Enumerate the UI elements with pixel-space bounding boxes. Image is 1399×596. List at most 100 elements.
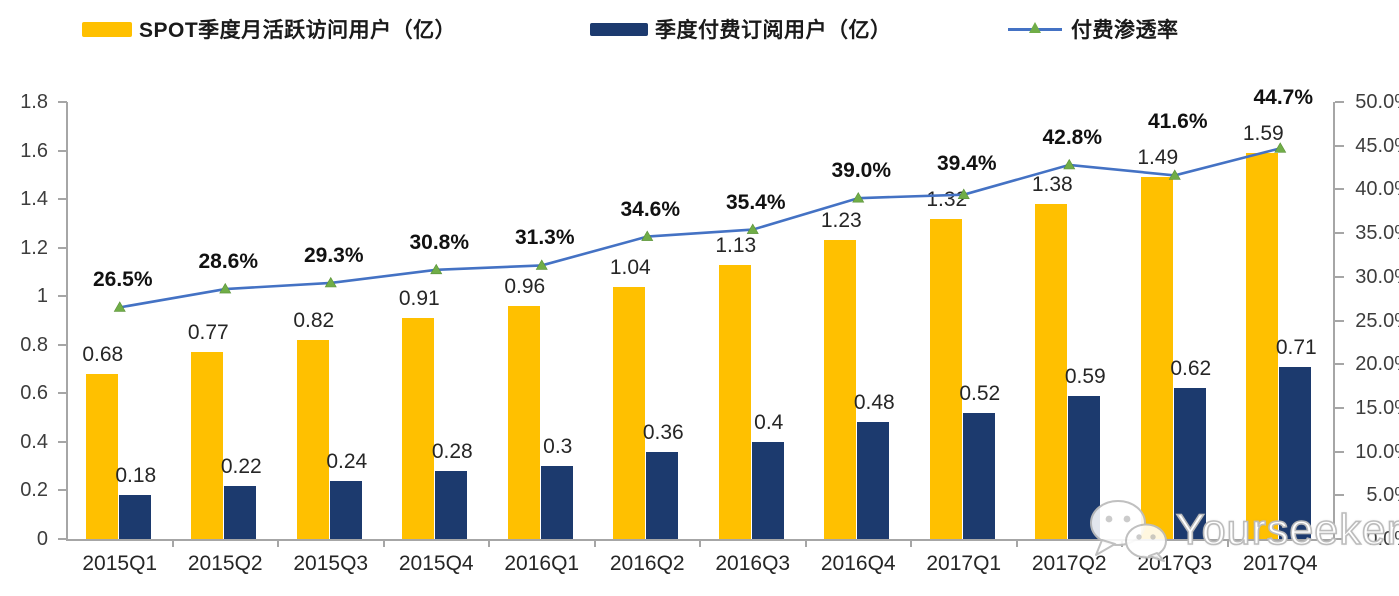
- legend-label-paid: 季度付费订阅用户（亿）: [655, 19, 892, 42]
- mau-value-label: 0.96: [504, 274, 546, 298]
- bar-mau: [507, 305, 540, 539]
- triangle-marker-icon: [430, 263, 443, 275]
- y-axis-left-tick-label: 1: [36, 285, 48, 308]
- paid-value-label: 0.28: [431, 440, 473, 464]
- legend-label-mau: SPOT季度月活跃访问用户（亿）: [139, 19, 457, 42]
- bar-paid: [329, 480, 362, 539]
- bar-mau: [191, 352, 224, 539]
- mau-value-label: 1.13: [715, 233, 757, 257]
- mau-value-label: 1.49: [1137, 146, 1179, 170]
- paid-value-label: 0.48: [853, 391, 895, 415]
- bar-mau: [296, 339, 329, 539]
- paid-value-label: 0.24: [326, 449, 368, 473]
- triangle-marker-icon: [641, 230, 654, 241]
- y-axis-right-tick: [1335, 363, 1344, 366]
- bar-paid: [224, 485, 257, 539]
- paid-value-label: 0.52: [959, 381, 1001, 405]
- bar-mau: [1246, 152, 1279, 539]
- x-tick-label: 2016Q4: [820, 552, 896, 575]
- x-axis-tick: [910, 539, 912, 547]
- mau-value-label: 0.77: [187, 321, 229, 345]
- penetration-label: 42.8%: [1042, 125, 1103, 149]
- x-axis-tick: [171, 539, 174, 547]
- y-axis-right-tick: [1335, 144, 1344, 147]
- y-axis-right-tick-label: 0.0%: [1366, 528, 1399, 550]
- y-axis-right-tick-label: 20.0%: [1355, 353, 1399, 376]
- bar-paid: [118, 495, 151, 539]
- x-axis-tick: [593, 539, 596, 547]
- penetration-label: 34.6%: [620, 197, 681, 221]
- bar-paid: [646, 451, 679, 539]
- legend-item-penetration: 付费渗透率: [1008, 14, 1179, 44]
- penetration-label: 26.5%: [92, 268, 153, 292]
- y-axis-right-tick-label: 45.0%: [1355, 134, 1399, 157]
- y-axis-left-tick-label: 1.2: [20, 236, 48, 259]
- triangle-marker-icon: [324, 276, 337, 288]
- bar-mau: [929, 218, 962, 539]
- x-axis-tick: [382, 539, 385, 547]
- y-axis-right-tick: [1335, 450, 1344, 453]
- triangle-marker-icon: [113, 301, 126, 312]
- x-axis-tick: [488, 539, 490, 547]
- y-axis-right-tick: [1335, 188, 1344, 191]
- y-axis-left-tick: [58, 538, 67, 540]
- mau-value-label: 0.91: [398, 287, 440, 311]
- y-axis-left-tick-label: 0.6: [20, 382, 48, 405]
- y-axis-left-tick: [58, 101, 67, 103]
- y-axis-left-tick-label: 0.8: [20, 333, 48, 356]
- legend-swatch-mau: [82, 21, 132, 37]
- x-axis-tick: [1226, 539, 1229, 547]
- penetration-label: 31.3%: [514, 226, 575, 250]
- legend-item-paid: 季度付费订阅用户（亿）: [590, 14, 892, 44]
- mau-value-label: 1.23: [820, 209, 862, 233]
- y-axis-right-tick: [1335, 232, 1344, 235]
- triangle-marker-icon: [852, 192, 865, 203]
- bar-paid: [540, 466, 573, 539]
- x-tick-label: 2015Q2: [187, 552, 263, 575]
- y-axis-right-tick: [1335, 538, 1344, 540]
- x-axis-tick: [1121, 539, 1123, 547]
- legend-line-marker: [1008, 21, 1062, 37]
- penetration-label: 39.4%: [936, 151, 997, 175]
- y-axis-right: [1333, 102, 1335, 541]
- bar-paid: [962, 412, 995, 539]
- y-axis-left-tick-label: 1.8: [20, 91, 48, 113]
- y-axis-left-tick: [58, 440, 67, 443]
- mau-value-label: 1.04: [609, 255, 651, 279]
- x-axis-tick: [277, 539, 279, 547]
- bar-paid: [1279, 366, 1312, 539]
- y-axis-left-tick: [58, 295, 67, 298]
- paid-value-label: 0.18: [115, 464, 157, 488]
- legend-label-penetration: 付费渗透率: [1071, 19, 1179, 42]
- bar-mau: [1035, 203, 1068, 539]
- x-tick-label: 2015Q3: [293, 552, 369, 575]
- y-axis-left-tick-label: 1.4: [20, 188, 48, 211]
- y-axis-right-tick: [1335, 494, 1344, 497]
- x-axis-tick: [1015, 539, 1018, 547]
- triangle-marker-icon: [746, 223, 759, 234]
- mau-value-label: 1.32: [926, 187, 968, 211]
- bar-paid: [435, 471, 468, 539]
- mau-value-label: 0.82: [293, 308, 335, 332]
- y-axis-left-tick: [58, 149, 67, 152]
- paid-value-label: 0.59: [1064, 364, 1106, 388]
- mau-value-label: 1.38: [1031, 172, 1073, 196]
- bar-mau: [718, 264, 751, 539]
- x-tick-label: 2016Q1: [504, 552, 580, 575]
- y-axis-right-tick: [1335, 101, 1344, 103]
- paid-value-label: 0.62: [1170, 357, 1212, 381]
- penetration-label: 44.7%: [1253, 85, 1314, 109]
- bar-mau: [85, 373, 118, 539]
- penetration-label: 30.8%: [409, 230, 470, 254]
- y-axis-right-tick-label: 30.0%: [1355, 265, 1399, 288]
- paid-value-label: 0.4: [754, 410, 784, 434]
- y-axis-right-tick-label: 40.0%: [1355, 178, 1399, 201]
- x-tick-label: 2017Q1: [926, 552, 1002, 575]
- y-axis-right-tick-label: 25.0%: [1355, 309, 1399, 332]
- triangle-marker-icon: [535, 259, 548, 270]
- y-axis-right-tick: [1335, 275, 1344, 278]
- penetration-label: 39.0%: [831, 159, 892, 183]
- y-axis-right-tick-label: 5.0%: [1366, 484, 1399, 507]
- x-axis-tick: [699, 539, 701, 547]
